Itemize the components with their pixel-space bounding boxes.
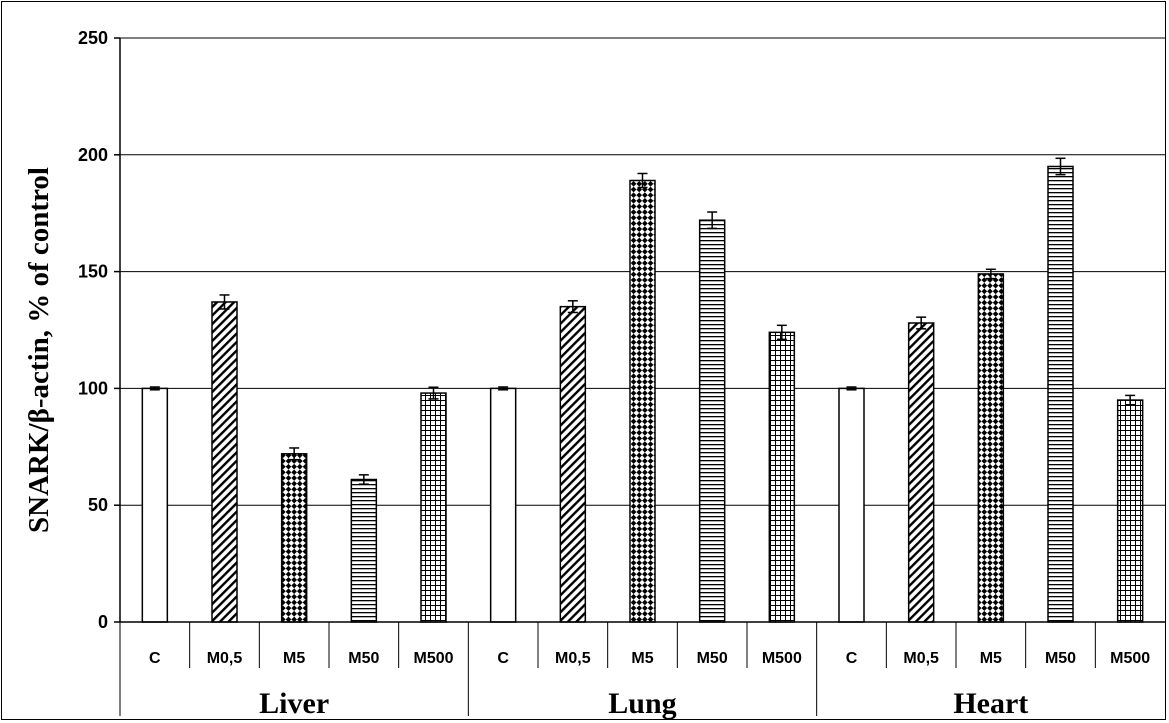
category-label: M5 [631,650,653,667]
category-label: M500 [1110,650,1150,667]
bar-liver-c [141,387,169,623]
category-label: C [846,650,858,667]
bars [141,157,1144,623]
y-tick-label: 150 [78,262,108,282]
category-label: M0,5 [903,650,939,667]
y-tick-label: 200 [78,145,108,165]
category-label: C [497,650,509,667]
category-label: C [149,650,161,667]
group-label-heart: Heart [953,687,1028,720]
category-label: M0,5 [207,650,243,667]
labels: 0 50 100 150 200 250 SNARK/β-actin, % of contr… [23,28,1150,720]
bar-heart-m500 [1116,399,1144,623]
category-label: M50 [697,650,728,667]
y-tick-label: 250 [78,28,108,48]
bar-lung-m500 [768,331,796,623]
bar-lung-m05 [559,305,587,623]
axes [114,37,1165,716]
bar-liver-m500 [420,392,447,623]
bar-heart-m05 [907,322,935,623]
category-label: M5 [980,650,1002,667]
y-axis-title: SNARK/β-actin, % of control [23,167,55,533]
category-label: M5 [283,650,305,667]
category-label: M50 [1045,650,1076,667]
bar-heart-m5 [977,273,1005,623]
bar-liver-m05 [211,301,238,623]
bar-liver-m5 [280,453,308,623]
bar-lung-c [489,387,517,623]
group-label-liver: Liver [259,687,329,720]
bar-heart-c [838,387,865,623]
bar-heart-m50 [1047,165,1074,623]
y-tick-label: 0 [98,612,108,632]
category-label: M500 [762,650,802,667]
y-tick-label: 100 [78,378,108,398]
category-label: M0,5 [555,650,591,667]
bar-lung-m5 [629,179,656,623]
group-label-lung: Lung [608,687,676,720]
bar-lung-m50 [698,219,726,623]
y-tick-label: 50 [88,495,108,515]
bar-liver-m50 [350,478,378,623]
category-label: M500 [413,650,453,667]
category-label: M50 [348,650,379,667]
